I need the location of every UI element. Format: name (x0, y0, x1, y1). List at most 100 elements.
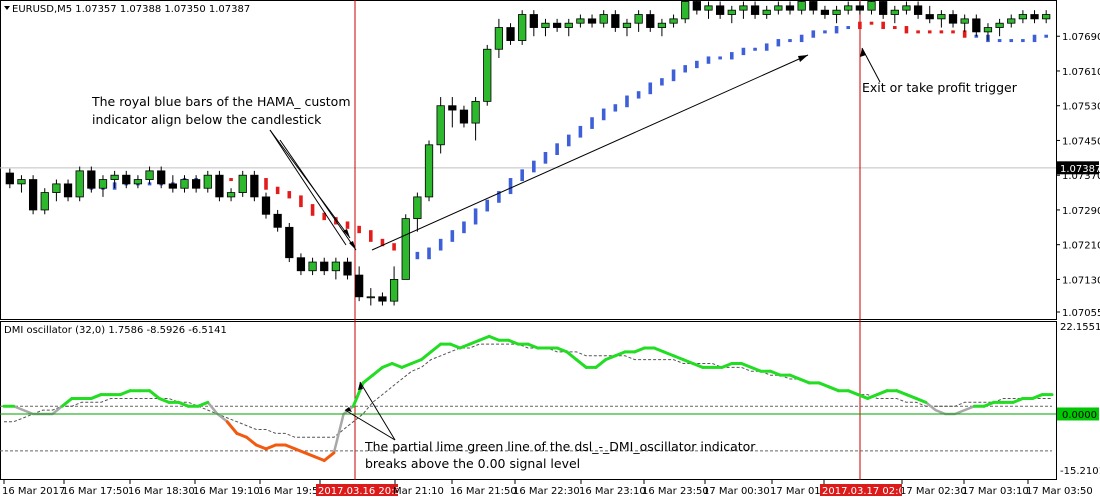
hama-bar (695, 60, 699, 69)
dsl-lime-segment (594, 358, 608, 369)
dmi-signal-line (4, 343, 1052, 438)
time-tick-label: 2017.03.17 02:05 (822, 486, 911, 497)
candle-body-bull (774, 5, 783, 11)
dsl-orange-segment (303, 451, 317, 459)
candle-body-bear (925, 14, 934, 20)
hama-bar (392, 243, 396, 251)
candle (28, 175, 38, 215)
candle (750, 1, 760, 19)
hama-bar (916, 30, 920, 34)
candle-body-bear (296, 257, 306, 272)
candle-body-bull (727, 9, 736, 15)
candle-body-bull (890, 9, 899, 15)
candle (739, 1, 748, 19)
dsl-lime-segment (196, 400, 210, 408)
dsl-lime-segment (400, 362, 414, 369)
hama-bar (357, 225, 361, 234)
dsl-lime-segment (681, 358, 695, 366)
candle-body-bear (250, 174, 259, 198)
time-tick-label: 16 Mar 23:10 (579, 486, 646, 497)
candle-body-bull (110, 174, 119, 180)
candle (762, 5, 771, 19)
candle (1030, 10, 1039, 24)
hama-bar (380, 238, 385, 247)
dsl-annotation-line2: breaks above the 0.00 signal level (365, 456, 580, 471)
trend-arrow (371, 54, 809, 251)
hama-annotation-line1: The royal blue bars of the HAMA_ custom (91, 94, 351, 109)
oscillator-header: DMI oscillator (32,0) 1.7586 -8.5926 -6.… (4, 325, 227, 336)
candle-body-bull (52, 183, 61, 193)
candle-body-bear (355, 274, 364, 298)
dsl-lime-segment (633, 346, 646, 354)
hama-bar (229, 178, 233, 182)
dsl-lime-segment (468, 338, 481, 346)
trend-arrow-head (798, 55, 808, 62)
candle (63, 179, 73, 202)
hama-bar (741, 47, 746, 56)
dsl-lime-segment (798, 377, 811, 385)
candle-body-bull (494, 27, 504, 50)
candle-body-bear (529, 14, 538, 28)
time-tick-label: 2017.03.16 20:50 (318, 486, 407, 497)
candle (681, 0, 690, 24)
candle-body-bull (17, 179, 26, 185)
candle-body-bear (785, 5, 795, 11)
candle (995, 18, 1004, 37)
candle-body-bull (1042, 14, 1051, 20)
candle (424, 140, 434, 202)
candle (925, 5, 934, 24)
dsl-lime-segment (1031, 393, 1044, 400)
dmi-oscillator-lines (0, 334, 1054, 463)
dsl-lime-segment (477, 334, 491, 342)
candle-body-bull (995, 22, 1004, 28)
time-tick-label: Mar 21:10 (393, 486, 444, 497)
arrow-heads (343, 48, 866, 412)
hama-bar (671, 69, 676, 82)
candle (308, 257, 317, 276)
candle-body-bear (809, 1, 818, 11)
candle (704, 1, 713, 19)
hama-bar (462, 221, 466, 234)
hama-bar (287, 191, 292, 199)
candle-body-bear (646, 14, 655, 28)
candle-body-bear (820, 9, 830, 15)
candle-body-bull (331, 261, 340, 272)
price-tick-label: 1.07450 (1062, 136, 1100, 147)
hama-bar (369, 230, 373, 242)
time-tick-label: 16 Mar 21:50 (450, 486, 517, 497)
hama-bar (904, 26, 909, 34)
candle-body-bear (587, 18, 597, 24)
dsl-lime-segment (691, 362, 705, 369)
candle (1018, 10, 1028, 24)
dsl-orange-segment (245, 435, 258, 447)
candle (1007, 14, 1016, 28)
candle-body-bull (413, 196, 422, 220)
candle-body-bull (704, 5, 713, 11)
candle (471, 97, 480, 141)
candle-body-bull (867, 1, 876, 11)
hama-bar (788, 39, 792, 43)
dsl-lime-segment (118, 389, 132, 397)
candle-body-bear (168, 183, 177, 189)
candle-body-bull (180, 179, 189, 189)
candle-body-bull (238, 174, 247, 193)
hama-bar (520, 169, 524, 182)
candle-body-bear (192, 179, 201, 189)
candle (552, 18, 562, 32)
dsl-lime-segment (749, 365, 763, 373)
candle (145, 166, 154, 184)
hama-bar (497, 191, 501, 203)
candle (820, 5, 830, 19)
dsl-lime-segment (1011, 396, 1025, 404)
candle (983, 23, 993, 41)
time-tick-label: 16 Mar 22:30 (513, 486, 580, 497)
hama-bar (275, 186, 280, 195)
candle-body-bull (599, 14, 608, 24)
candle (366, 288, 375, 306)
dsl-lime-segment (380, 362, 394, 369)
hama-bar (264, 178, 268, 190)
dsl-lime-segment (419, 350, 433, 362)
hama-bar (345, 221, 350, 229)
